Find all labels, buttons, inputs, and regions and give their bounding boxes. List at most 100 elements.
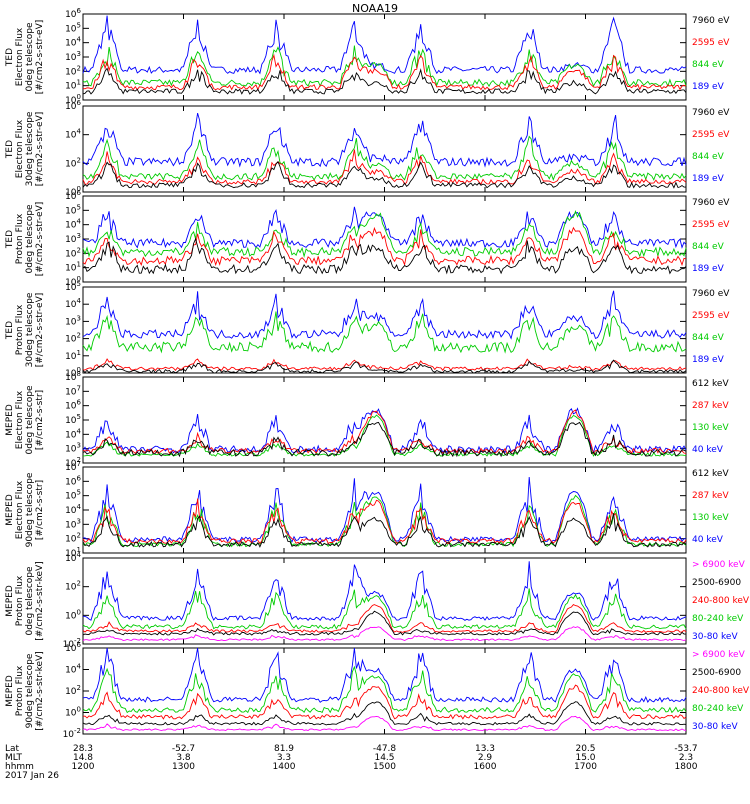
series-line bbox=[82, 67, 687, 95]
legend-entry: 2500-6900 bbox=[692, 668, 741, 678]
series-line bbox=[82, 15, 687, 75]
legend-entry: 30-80 keV bbox=[692, 722, 738, 732]
y-axis-label-line: Electron Flux bbox=[15, 27, 25, 86]
y-tick-label: 101 bbox=[65, 349, 81, 362]
y-tick-label: 100 bbox=[65, 706, 81, 719]
y-tick-label: 100 bbox=[65, 185, 81, 198]
y-tick-label: 108 bbox=[65, 370, 81, 383]
legend-entry: 287 keV bbox=[692, 491, 729, 501]
legend-entry: 130 keV bbox=[692, 423, 729, 433]
y-tick-label: 101 bbox=[65, 261, 81, 274]
y-tick-label: 104 bbox=[65, 128, 81, 141]
y-axis-label-line: 30deg telescope bbox=[25, 292, 35, 367]
y-axis-label-line: 0deg telescope bbox=[25, 22, 35, 92]
legend-entry: 612 keV bbox=[692, 469, 729, 479]
y-axis-label: TED Proton Flux 0deg telescope [#/cm2-s-str… bbox=[5, 202, 45, 277]
legend-entry: 844 eV bbox=[692, 242, 725, 252]
legend-entry: 189 eV bbox=[692, 174, 725, 184]
series-line bbox=[82, 498, 687, 545]
legend-entry: 30-80 keV bbox=[692, 632, 738, 642]
y-axis-label: MEPED Proton Flux 90deg telescope [#/cm2-s-… bbox=[5, 651, 45, 730]
footer-mlt-value: 14.5 bbox=[374, 753, 394, 763]
legend-entry: 287 keV bbox=[692, 401, 729, 411]
y-axis-label-line: [#/cm2-s-str-keV] bbox=[35, 651, 45, 730]
footer-lat-value: 13.3 bbox=[475, 744, 495, 754]
y-tick-label: 102 bbox=[65, 64, 81, 77]
series-line bbox=[82, 588, 687, 630]
y-tick-label: 105 bbox=[65, 21, 81, 34]
y-axis-label-line: MEPED bbox=[5, 494, 15, 526]
y-tick-label: 105 bbox=[65, 203, 81, 216]
y-tick-label: 106 bbox=[65, 399, 81, 412]
y-axis-label: MEPED Electron Flux 0deg telescope [#/cm2-s… bbox=[5, 385, 45, 455]
y-tick-label: 107 bbox=[65, 384, 81, 397]
series-line bbox=[82, 684, 687, 720]
y-axis-label: MEPED Electron Flux 90deg telescope [#/cm2-… bbox=[5, 472, 45, 547]
legend-entry: 612 keV bbox=[692, 379, 729, 389]
footer-row-label: MLT bbox=[5, 753, 23, 763]
y-axis-label-line: 90deg telescope bbox=[25, 472, 35, 547]
series-line bbox=[82, 494, 687, 548]
legend-entry: 7960 eV bbox=[692, 198, 730, 208]
legend-entry: 2595 eV bbox=[692, 220, 730, 230]
y-axis-label-line: TED bbox=[5, 230, 15, 249]
y-tick-label: 101 bbox=[65, 79, 81, 92]
footer-hhmm-value: 1400 bbox=[273, 762, 296, 772]
y-tick-label: 104 bbox=[65, 663, 81, 676]
series-line bbox=[82, 53, 687, 91]
y-axis-label-line: TED bbox=[5, 321, 15, 340]
legend-entry: 7960 eV bbox=[692, 108, 730, 118]
plot-title: NOAA19 bbox=[352, 2, 398, 15]
y-tick-label: 103 bbox=[65, 232, 81, 245]
y-axis-label-line: [#/cm2-s-str-eV] bbox=[35, 112, 45, 187]
footer-lat-value: -53.7 bbox=[674, 744, 697, 754]
footer-lat-value: 81.9 bbox=[274, 744, 294, 754]
series-line bbox=[82, 513, 687, 548]
y-tick-label: 100 bbox=[65, 93, 81, 106]
y-axis-label-line: [#/cm2-s-str-eV] bbox=[35, 20, 45, 95]
y-axis-label-line: [#/cm2-s-str-eV] bbox=[35, 293, 45, 368]
y-axis-label-line: 0deg telescope bbox=[25, 566, 35, 636]
footer-mlt-value: 3.3 bbox=[277, 753, 291, 763]
y-tick-label: 106 bbox=[65, 7, 81, 20]
series-line bbox=[82, 359, 687, 374]
legend-entry: 80-240 keV bbox=[692, 704, 744, 714]
series-line bbox=[82, 226, 687, 267]
legend-entry: 189 eV bbox=[692, 355, 725, 365]
legend-entry: 189 eV bbox=[692, 82, 725, 92]
footer-hhmm-value: 1600 bbox=[474, 762, 497, 772]
series-line bbox=[82, 160, 686, 189]
y-tick-label: 107 bbox=[65, 460, 81, 473]
legend-entry: 844 eV bbox=[692, 333, 725, 343]
footer-hhmm-value: 1200 bbox=[72, 762, 95, 772]
legend-entry: 240-800 keV bbox=[692, 596, 750, 606]
series-line bbox=[82, 647, 687, 704]
y-tick-label: 100 bbox=[65, 275, 81, 288]
footer-hhmm-value: 1300 bbox=[172, 762, 195, 772]
series-line bbox=[82, 311, 687, 354]
y-tick-label: 104 bbox=[65, 218, 81, 231]
y-tick-label: 102 bbox=[65, 156, 81, 169]
series-line bbox=[82, 604, 687, 633]
y-tick-label: 103 bbox=[65, 314, 81, 327]
y-tick-label: 102 bbox=[65, 332, 81, 345]
series-line bbox=[82, 476, 686, 543]
y-tick-label: 102 bbox=[65, 684, 81, 697]
legend-entry: 40 keV bbox=[692, 535, 724, 545]
series-line bbox=[82, 209, 687, 258]
series-line bbox=[82, 561, 687, 622]
y-axis-label-line: Proton Flux bbox=[15, 575, 25, 626]
footer-hhmm-value: 1700 bbox=[574, 762, 597, 772]
footer-mlt-value: 14.8 bbox=[73, 753, 93, 763]
legend-entry: 240-800 keV bbox=[692, 686, 750, 696]
y-tick-label: 102 bbox=[65, 580, 81, 593]
y-axis-label-line: [#/cm2-s-str-eV] bbox=[35, 202, 45, 277]
y-tick-label: 105 bbox=[65, 413, 81, 426]
y-tick-label: 106 bbox=[65, 641, 81, 654]
y-tick-label: 106 bbox=[65, 99, 81, 112]
series-line bbox=[82, 626, 687, 642]
y-axis-label-line: TED bbox=[5, 140, 15, 159]
y-axis-label-line: Proton Flux bbox=[15, 304, 25, 355]
y-tick-label: 10-2 bbox=[63, 637, 81, 650]
